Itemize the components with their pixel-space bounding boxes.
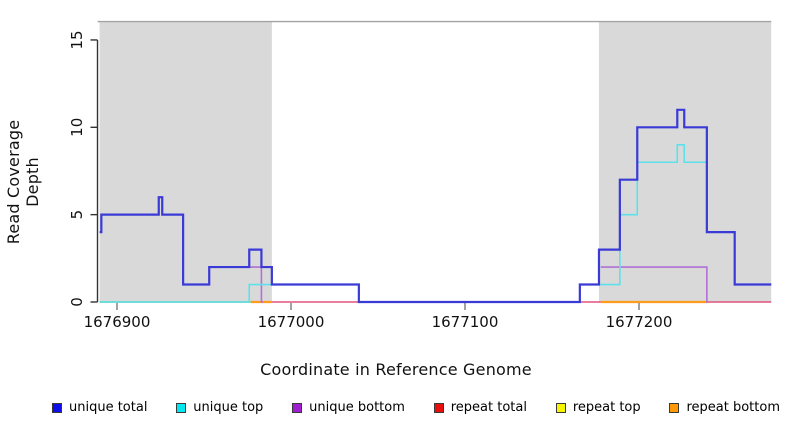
y-tick-label: 15 (68, 30, 86, 49)
repeat-region-left (99, 21, 272, 302)
legend-label: unique top (193, 400, 264, 415)
legend-swatch-icon (292, 402, 303, 413)
legend-item-repeat-total: repeat total (433, 400, 527, 415)
x-tick-label: 1677200 (606, 313, 673, 331)
legend-swatch-icon (176, 402, 187, 413)
chart-legend: unique total unique top unique bottom repea… (0, 400, 792, 415)
legend-label: unique bottom (309, 400, 405, 415)
legend-label: unique total (69, 400, 148, 415)
legend-item-repeat-bottom: repeat bottom (669, 400, 780, 415)
legend-label: repeat bottom (686, 400, 780, 415)
legend-item-repeat-top: repeat top (555, 400, 641, 415)
x-tick-label: 1676900 (84, 313, 151, 331)
legend-swatch-icon (669, 402, 680, 413)
y-tick-label: 10 (68, 118, 86, 137)
legend-item-unique-bottom: unique bottom (292, 400, 405, 415)
legend-swatch-icon (555, 402, 566, 413)
legend-item-unique-total: unique total (52, 400, 147, 415)
y-tick-label: 0 (68, 297, 86, 307)
x-tick-label: 1677100 (432, 313, 499, 331)
x-axis-title: Coordinate in Reference Genome (260, 360, 532, 379)
legend-swatch-icon (433, 402, 444, 413)
series-line-unique-total (99, 108, 772, 304)
y-tick-label: 5 (68, 210, 86, 220)
legend-label: repeat total (450, 400, 527, 415)
series-line-unique-bottom (600, 266, 709, 303)
legend-swatch-icon (52, 402, 62, 413)
legend-item-unique-top: unique top (176, 400, 263, 415)
legend-label: repeat top (572, 400, 641, 415)
y-axis-title: Read Coverage Depth (4, 119, 42, 245)
x-tick-label: 1677000 (258, 313, 325, 331)
